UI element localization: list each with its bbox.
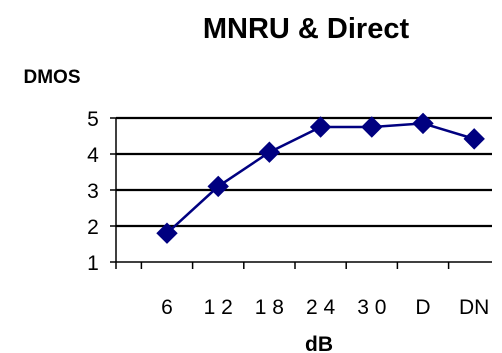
chart-title: MNRU & Direct: [203, 13, 410, 45]
data-series: [156, 112, 485, 244]
x-tick-label-DN: DN: [459, 296, 489, 319]
data-point-DN: [463, 128, 485, 150]
data-point-30: [361, 116, 383, 138]
y-tick-label-1: 1: [87, 252, 99, 275]
y-tick-label-2: 2: [87, 216, 99, 239]
series-line-0: [166, 122, 475, 235]
x-axis-label: dB: [305, 333, 333, 353]
x-tick-label-18: 1 8: [255, 296, 284, 319]
data-point-D: [412, 112, 434, 135]
data-point-24: [309, 116, 332, 138]
grid-lines: [116, 116, 492, 228]
x-tick-label-24: 2 4: [306, 296, 336, 319]
data-point-18: [258, 141, 281, 163]
axes: [110, 117, 492, 269]
x-tick-label-30: 3 0: [357, 296, 386, 319]
x-tick-label-D: D: [415, 296, 430, 319]
y-axis-label: DMOS: [24, 67, 81, 88]
x-tick-label-12: 1 2: [204, 296, 233, 319]
y-tick-label-3: 3: [87, 180, 99, 203]
y-tick-label-5: 5: [87, 108, 99, 131]
tick-labels: 1 2 3 4 5 6 1 2 1 8 2 4 3 0 D DN: [87, 108, 489, 319]
data-point-12: [207, 175, 229, 198]
x-tick-label-6: 6: [161, 296, 173, 319]
data-point-6: [156, 222, 178, 244]
y-tick-label-4: 4: [87, 144, 99, 167]
